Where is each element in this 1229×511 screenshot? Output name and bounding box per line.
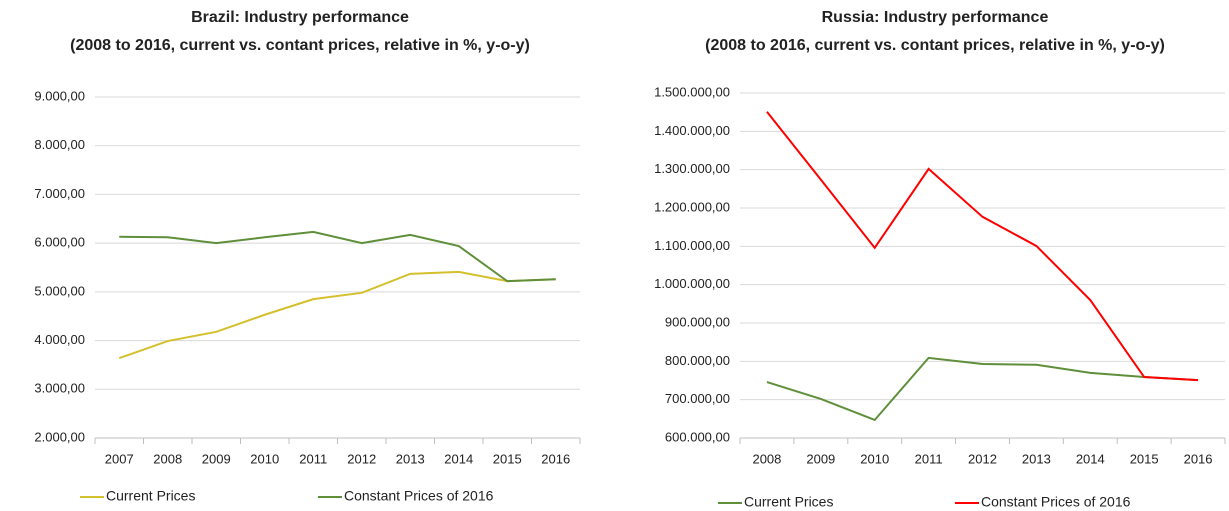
x-tick-label: 2013 [1022, 451, 1051, 466]
legend-label: Constant Prices of 2016 [344, 488, 494, 504]
series-line [766, 356, 1199, 422]
y-tick-label: 1.500.000,00 [654, 84, 730, 99]
x-tick-label: 2015 [493, 451, 522, 466]
x-tick-label: 2014 [1076, 451, 1105, 466]
y-tick-label: 900.000,00 [665, 314, 730, 329]
y-tick-label: 1.100.000,00 [654, 238, 730, 253]
x-tick-label: 2013 [396, 451, 425, 466]
x-tick-label: 2009 [202, 451, 231, 466]
y-tick-label: 800.000,00 [665, 353, 730, 368]
x-tick-label: 2007 [105, 451, 134, 466]
chart-title: Brazil: Industry performance [191, 9, 409, 26]
chart-title: Russia: Industry performance [822, 9, 1049, 26]
x-tick-label: 2008 [752, 451, 781, 466]
x-tick-label: 2016 [1184, 451, 1213, 466]
y-tick-label: 600.000,00 [665, 429, 730, 444]
x-tick-label: 2012 [347, 451, 376, 466]
x-tick-label: 2015 [1130, 451, 1159, 466]
legend-label: Constant Prices of 2016 [981, 494, 1131, 510]
x-tick-label: 2011 [299, 451, 327, 466]
y-tick-label: 6.000,00 [34, 235, 85, 250]
legend-label: Current Prices [744, 494, 833, 510]
y-tick-label: 7.000,00 [34, 186, 85, 201]
y-tick-label: 8.000,00 [34, 137, 85, 152]
chart-subtitle: (2008 to 2016, current vs. contant price… [705, 37, 1165, 54]
series-line [118, 270, 556, 360]
x-tick-label: 2014 [444, 451, 473, 466]
y-tick-label: 4.000,00 [34, 332, 85, 347]
y-tick-label: 9.000,00 [34, 88, 85, 103]
chart-subtitle: (2008 to 2016, current vs. contant price… [70, 37, 530, 54]
y-tick-label: 3.000,00 [34, 381, 85, 396]
x-tick-label: 2011 [915, 451, 943, 466]
series-line [119, 230, 556, 283]
y-tick-label: 1.400.000,00 [654, 123, 730, 138]
x-tick-label: 2010 [250, 451, 279, 466]
y-tick-label: 1.300.000,00 [654, 161, 730, 176]
x-tick-label: 2012 [968, 451, 997, 466]
y-tick-label: 1.200.000,00 [654, 199, 730, 214]
x-tick-label: 2008 [153, 451, 182, 466]
y-tick-label: 2.000,00 [34, 429, 85, 444]
x-tick-label: 2009 [806, 451, 835, 466]
x-tick-label: 2016 [541, 451, 570, 466]
y-tick-label: 5.000,00 [34, 283, 85, 298]
legend-label: Current Prices [106, 488, 195, 504]
y-tick-label: 700.000,00 [665, 391, 730, 406]
series-line [766, 111, 1199, 382]
y-tick-label: 1.000.000,00 [654, 276, 730, 291]
x-tick-label: 2010 [860, 451, 889, 466]
